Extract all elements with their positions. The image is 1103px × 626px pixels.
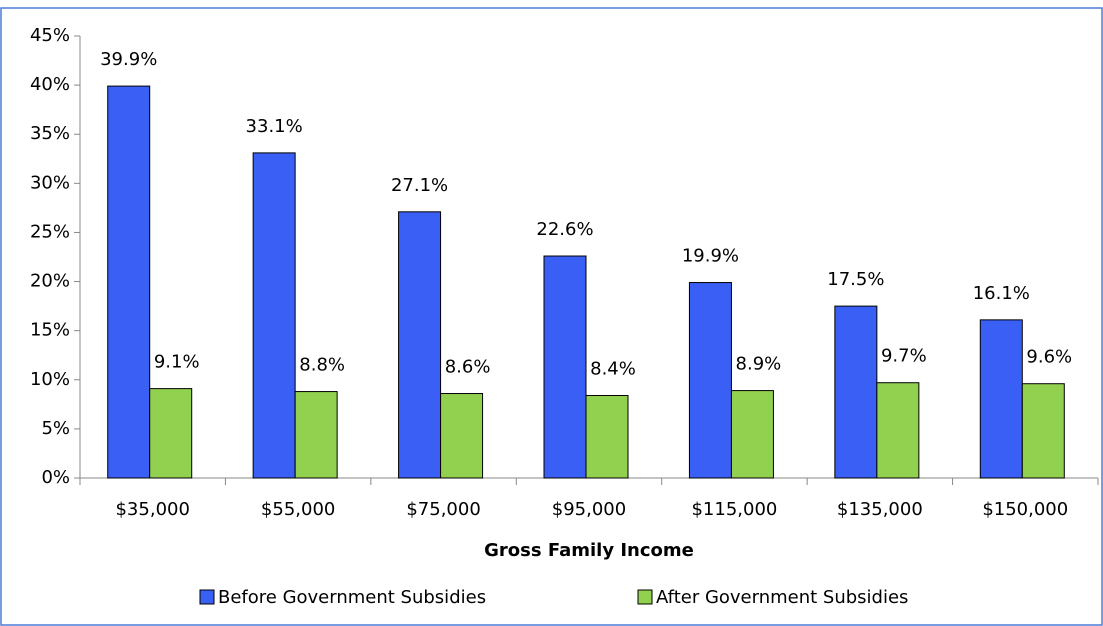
bar	[834, 305, 878, 479]
value-label: 8.9%	[736, 354, 782, 375]
value-label: 8.4%	[590, 358, 636, 379]
value-label: 27.1%	[391, 175, 448, 196]
bar	[1021, 383, 1065, 479]
bar	[876, 382, 920, 479]
x-tick-label: $75,000	[406, 499, 480, 520]
y-tick-label: 45%	[30, 25, 70, 46]
legend-swatch	[199, 589, 215, 605]
value-label: 22.6%	[536, 219, 593, 240]
bar	[688, 282, 732, 479]
x-tick-label: $150,000	[982, 499, 1068, 520]
value-label: 9.6%	[1026, 347, 1072, 368]
bar	[149, 388, 193, 479]
value-label: 8.6%	[445, 357, 491, 378]
bar	[107, 85, 151, 479]
chart-frame	[0, 7, 1103, 626]
value-label: 9.1%	[154, 352, 200, 373]
bar	[252, 152, 296, 479]
y-tick-label: 10%	[30, 369, 70, 390]
x-tick-label: $135,000	[837, 499, 923, 520]
legend-swatch	[637, 589, 653, 605]
value-label: 19.9%	[682, 246, 739, 267]
y-tick-label: 25%	[30, 221, 70, 242]
bar	[979, 319, 1023, 479]
x-tick-label: $35,000	[115, 499, 189, 520]
bar	[440, 393, 484, 479]
value-label: 8.8%	[299, 355, 345, 376]
y-tick-label: 5%	[41, 418, 70, 439]
value-label: 17.5%	[827, 269, 884, 290]
bar	[294, 391, 338, 479]
x-tick-label: $115,000	[691, 499, 777, 520]
legend-label: Before Government Subsidies	[218, 587, 486, 608]
bar	[585, 394, 629, 479]
x-axis-title: Gross Family Income	[484, 540, 694, 561]
y-tick-label: 0%	[41, 467, 70, 488]
bar	[398, 211, 442, 479]
legend-label: After Government Subsidies	[656, 587, 908, 608]
bar	[730, 390, 774, 479]
y-tick-label: 30%	[30, 172, 70, 193]
bar	[543, 255, 587, 479]
value-label: 9.7%	[881, 346, 927, 367]
value-label: 33.1%	[246, 116, 303, 137]
y-tick-label: 20%	[30, 271, 70, 292]
y-tick-label: 35%	[30, 123, 70, 144]
y-tick-label: 40%	[30, 74, 70, 95]
x-tick-label: $55,000	[261, 499, 335, 520]
y-tick-label: 15%	[30, 320, 70, 341]
value-label: 16.1%	[973, 283, 1030, 304]
value-label: 39.9%	[100, 49, 157, 70]
x-tick-label: $95,000	[552, 499, 626, 520]
